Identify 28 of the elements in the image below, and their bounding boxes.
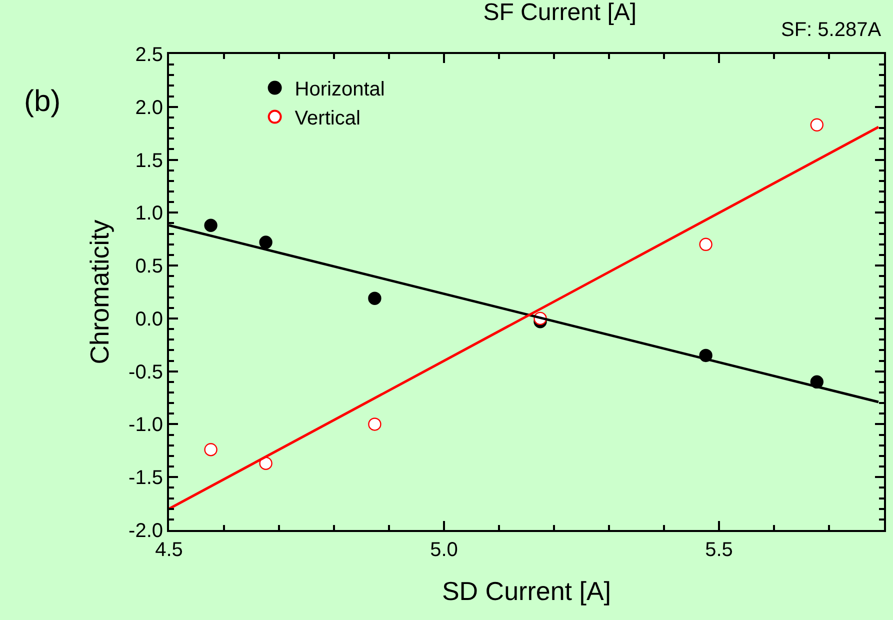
y-tick-label: -1.5 [128,467,163,490]
y-tick-label: -0.5 [128,361,163,384]
y-tick-label: 1.0 [135,202,163,225]
x-tick-label: 5.5 [705,539,733,561]
y-tick-label: 2.5 [135,44,163,66]
point [204,443,218,456]
y-axis-title: Chromaticity [84,220,114,364]
legend-label: Vertical [294,108,360,130]
point [810,118,824,132]
point [368,418,382,431]
legend-label: Horizontal [294,78,385,101]
x-tick-label: 4.5 [155,539,183,561]
point [259,236,272,249]
y-tick-label: 2.0 [135,96,163,119]
text: (b) [24,85,61,118]
text: SF: 5.287A [781,19,882,41]
point [204,218,218,232]
y-tick-label: -1.0 [128,414,163,436]
y-tick-label: 0.0 [135,308,163,330]
y-tick-label: 0.5 [135,256,163,278]
y-tick-label: -2.0 [128,520,163,542]
point [699,238,712,251]
point [259,456,272,470]
x-axis-title: SD Current [A] [442,576,612,606]
point [368,292,382,305]
chart-title: SF Current [A] [483,0,637,26]
y-tick-label: 1.5 [135,150,163,172]
x-tick-label: 5.0 [430,539,458,561]
